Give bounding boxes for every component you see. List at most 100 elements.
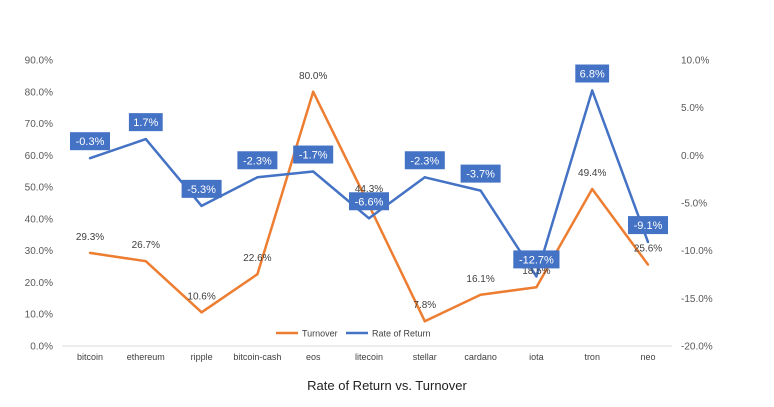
left-axis-tick-label: 20.0% — [25, 278, 53, 289]
rate-of-return-data-label: 6.8% — [575, 64, 610, 83]
turnover-data-label: 80.0% — [299, 71, 327, 82]
turnover-data-label: 29.3% — [76, 232, 104, 243]
rate-of-return-point — [88, 156, 92, 160]
category-label: ethereum — [127, 352, 165, 362]
rate-of-return-label-text: -0.3% — [76, 136, 105, 148]
rate-of-return-label-box — [128, 113, 163, 132]
rate-of-return-point — [535, 275, 538, 278]
turnover-data-label: 18.5% — [522, 266, 550, 277]
right-axis-tick-label: -10.0% — [681, 246, 713, 257]
turnover-data-label: 7.8% — [413, 300, 436, 311]
category-label: bitcoin — [77, 352, 103, 362]
right-axis-tick-label: -5.0% — [681, 199, 707, 210]
left-axis-tick-label: 80.0% — [25, 87, 53, 98]
turnover-data-label: 16.1% — [466, 274, 494, 285]
rate-of-return-label-text: -2.3% — [410, 155, 439, 167]
legend-label: Rate of Return — [372, 329, 431, 339]
left-axis-tick-label: 30.0% — [25, 246, 53, 257]
left-axis-tick-label: 40.0% — [25, 214, 53, 225]
category-label: litecoin — [355, 352, 383, 362]
turnover-data-label: 22.6% — [243, 253, 271, 264]
rate-of-return-data-label: -12.7% — [513, 250, 560, 269]
rate-of-return-label-text: 6.8% — [580, 69, 605, 81]
right-axis: -20.0% -15.0% -10.0% -5.0% 0.0% 5.0% 10.0% — [681, 56, 713, 353]
rate-of-return-data-label: -6.6% — [349, 192, 389, 211]
right-axis-tick-label: 10.0% — [681, 56, 709, 67]
category-label: eos — [306, 352, 321, 362]
rate-of-return-data-label: 1.7% — [128, 113, 163, 132]
left-axis-tick-label: 60.0% — [25, 151, 53, 162]
turnover-point — [200, 311, 203, 314]
right-axis-tick-label: -15.0% — [681, 294, 713, 305]
rate-of-return-label-box — [181, 179, 222, 198]
turnover-point — [646, 263, 650, 266]
rate-of-return-point — [591, 89, 594, 92]
turnover-point — [256, 272, 259, 276]
rate-of-return-label-box — [70, 132, 110, 151]
rate-of-return-data-label: -2.3% — [404, 151, 445, 170]
rate-of-return-point — [479, 189, 482, 192]
x-axis: bitcoin ethereum ripple bitcoin-cash eos lite… — [62, 345, 672, 362]
left-axis-tick-label: 0.0% — [30, 342, 53, 353]
rate-of-return-data-label: -5.3% — [181, 179, 222, 198]
rate-of-return-label-text: -12.7% — [519, 254, 554, 266]
rate-of-return-data-label: -3.7% — [460, 164, 501, 183]
turnover-point — [88, 251, 92, 255]
rate-of-return-label-box — [293, 145, 334, 164]
rate-of-return-label-box — [513, 250, 560, 269]
right-axis-tick-label: 0.0% — [681, 151, 704, 162]
turnover-point — [479, 293, 482, 297]
left-axis-tick-label: 10.0% — [25, 310, 53, 321]
rate-of-return-label-text: 1.7% — [133, 117, 158, 129]
rate-of-return-label-text: -6.6% — [355, 196, 384, 208]
chart-caption: Rate of Return vs. Turnover — [307, 378, 467, 393]
legend[interactable]: Turnover Rate of Return — [276, 329, 431, 339]
rate-of-return-label-box — [349, 192, 389, 211]
rate-of-return-point — [200, 204, 203, 208]
rate-of-return-label-text: -2.3% — [243, 155, 272, 167]
turnover-point — [535, 286, 538, 289]
rate-of-return-point — [367, 217, 371, 220]
rate-of-return-data-label: -2.3% — [237, 151, 278, 170]
turnover-point — [144, 259, 147, 263]
rate-of-return-point — [312, 170, 315, 173]
data-labels: 29.3% 26.7% 10.6% 22.6% 80.0% 44.3% 7.8% 16.1% 1… — [70, 64, 668, 311]
category-label: neo — [640, 352, 655, 362]
left-axis: 0.0% 10.0% 20.0% 30.0% 40.0% 50.0% 60.0% 70.0% 8… — [25, 56, 53, 353]
rate-of-return-label-box — [575, 64, 610, 83]
category-label: stellar — [413, 352, 437, 362]
legend-label: Turnover — [302, 329, 338, 339]
turnover-point — [591, 187, 594, 191]
legend-item-turnover[interactable]: Turnover — [276, 329, 338, 339]
category-label: ripple — [191, 352, 213, 362]
left-axis-tick-label: 90.0% — [25, 56, 53, 67]
turnover-data-label: 10.6% — [187, 291, 215, 302]
rate-of-return-label-text: -9.1% — [634, 220, 663, 232]
turnover-data-label: 26.7% — [132, 240, 160, 251]
rate-of-return-data-label: -9.1% — [628, 216, 668, 235]
chart: 0.0% 10.0% 20.0% 30.0% 40.0% 50.0% 60.0% 70.0% 8… — [25, 56, 713, 363]
rate-of-return-data-label: -0.3% — [70, 132, 110, 151]
turnover-point — [423, 320, 426, 323]
rate-of-return-label-box — [460, 164, 501, 183]
left-axis-tick-label: 70.0% — [25, 119, 53, 130]
rate-of-return-label-box — [404, 151, 445, 170]
right-axis-tick-label: -20.0% — [681, 342, 713, 353]
category-label: tron — [584, 352, 600, 362]
rate-of-return-data-label: -1.7% — [293, 145, 334, 164]
category-label: cardano — [464, 352, 497, 362]
category-label: iota — [529, 352, 544, 362]
right-axis-tick-label: 5.0% — [681, 103, 704, 114]
turnover-data-label: 44.3% — [355, 184, 383, 195]
rate-of-return-point — [423, 176, 426, 179]
turnover-data-label: 25.6% — [634, 244, 662, 255]
rate-of-return-point — [646, 240, 650, 244]
rate-of-return-label-box — [237, 151, 278, 170]
rate-of-return-label-text: -3.7% — [466, 169, 495, 181]
category-label: bitcoin-cash — [233, 352, 281, 362]
left-axis-tick-label: 50.0% — [25, 183, 53, 194]
legend-item-rate-of-return[interactable]: Rate of Return — [346, 329, 431, 339]
rate-of-return-label-box — [628, 216, 668, 235]
rate-of-return-label-text: -5.3% — [187, 184, 216, 196]
turnover-data-label: 49.4% — [578, 168, 606, 179]
